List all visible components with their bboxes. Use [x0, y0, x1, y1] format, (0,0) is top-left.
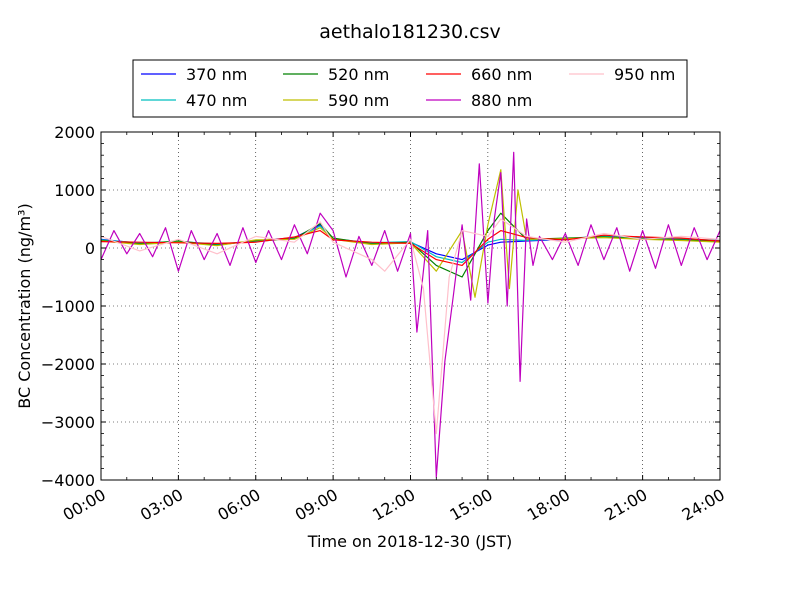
series-line-950-nm — [101, 218, 720, 435]
y-tick-label: 2000 — [54, 123, 95, 142]
plot-background — [101, 132, 720, 480]
legend-label-880-nm: 880 nm — [471, 91, 532, 110]
y-tick-label: −1000 — [41, 297, 95, 316]
plot-area — [100, 131, 721, 481]
y-axis-label: BC Concentration (ng/m³) — [15, 203, 34, 408]
y-tick-label: −2000 — [41, 355, 95, 374]
legend-label-370-nm: 370 nm — [186, 65, 247, 84]
series-lines — [101, 151, 720, 478]
x-axis-label: Time on 2018-12-30 (JST) — [307, 532, 512, 551]
chart-title: aethalo181230.csv — [319, 21, 501, 43]
legend-label-660-nm: 660 nm — [471, 65, 532, 84]
legend-label-590-nm: 590 nm — [328, 91, 389, 110]
series-line-880-nm — [101, 151, 720, 478]
series-line-660-nm — [101, 230, 720, 266]
legend-frame — [132, 59, 688, 118]
legend-label-470-nm: 470 nm — [186, 91, 247, 110]
axis-ticks — [100, 131, 721, 481]
y-tick-label: 0 — [85, 239, 95, 258]
y-tick-label: −3000 — [41, 413, 95, 432]
legend-entries: 370 nm 470 nm 520 nm 590 nm 660 nm 880 nm 950 … — [141, 65, 675, 110]
legend: 370 nm 470 nm 520 nm 590 nm 660 nm 880 nm 950 … — [132, 59, 688, 118]
legend-label-950-nm: 950 nm — [614, 65, 675, 84]
y-tick-labels: 2000 1000 0 −1000 −2000 −3000 −4000 — [41, 123, 95, 490]
legend-label-520-nm: 520 nm — [328, 65, 389, 84]
y-tick-label: −4000 — [41, 471, 95, 490]
y-tick-label: 1000 — [54, 181, 95, 200]
